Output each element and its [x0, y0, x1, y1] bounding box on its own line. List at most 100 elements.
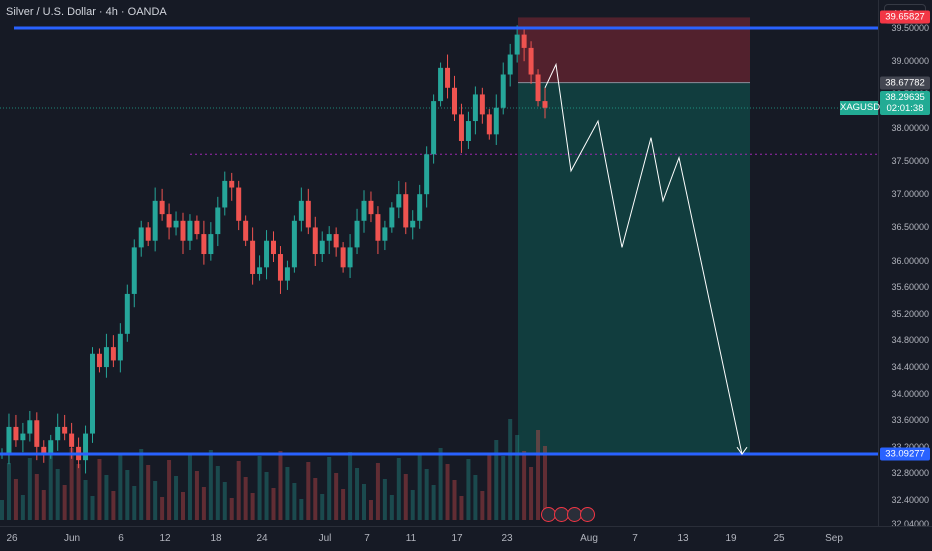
event-icon[interactable] [580, 507, 595, 522]
volume-bar [181, 492, 185, 520]
volume-bar [410, 490, 415, 520]
candle-body [396, 194, 402, 208]
volume-bar [438, 448, 443, 520]
candle-body [152, 200, 158, 241]
volume-bar [34, 474, 39, 520]
candle-body [41, 446, 47, 454]
candle-body [445, 67, 451, 88]
candle-body [535, 74, 541, 102]
candle-body [507, 54, 513, 75]
current-price-value: 38.29635 [885, 92, 925, 104]
candle-body [375, 214, 381, 241]
price-tick-label: 32.04000 [891, 519, 929, 529]
price-tick-label: 39.50000 [891, 22, 929, 33]
candle-body [208, 234, 214, 255]
volume-bar [522, 451, 527, 520]
candle-body [145, 227, 151, 241]
candle-body [417, 194, 423, 221]
candle-body [90, 353, 95, 434]
volume-bar [243, 477, 248, 520]
candle-body [271, 240, 276, 255]
volume-bar [348, 452, 353, 520]
candle-body [20, 433, 26, 441]
time-tick-label: 23 [501, 533, 513, 544]
chart-area[interactable]: Silver / U.S. Dollar · 4h · OANDA [0, 0, 878, 526]
price-tick-label: 35.60000 [891, 282, 929, 293]
candle-body [55, 426, 61, 441]
candle-body [250, 240, 256, 274]
time-axis[interactable]: 26 Jun 6 12 18 24 Jul 7 11 17 23 Aug 7 13 19 25 Sep [0, 526, 932, 551]
volume-bar [278, 451, 283, 520]
candle-body [354, 220, 360, 248]
volume-bar [445, 464, 450, 520]
candle-body [319, 240, 325, 255]
volume-bar [125, 470, 130, 520]
candle-body [514, 34, 520, 55]
candle-body [166, 214, 172, 228]
volume-bar [236, 461, 241, 520]
candle-body [138, 227, 144, 248]
volume-bar [515, 435, 520, 520]
volume-bar [466, 459, 471, 520]
volume-bar [6, 463, 11, 520]
candle-body [479, 94, 485, 115]
volume-bar [90, 496, 95, 520]
candle-body [458, 114, 464, 141]
volume-bar [132, 486, 137, 520]
candle-body [264, 240, 270, 268]
volume-bar [362, 484, 366, 520]
price-tick-label: 35.20000 [891, 308, 929, 319]
volume-bar [264, 472, 269, 520]
volume-bar [487, 454, 492, 520]
volume-bar [494, 440, 499, 520]
volume-bar [424, 469, 429, 520]
price-tick-label: 36.50000 [891, 222, 929, 233]
candle-body [403, 194, 409, 228]
volume-bar [341, 489, 346, 520]
volume-bar [104, 475, 109, 520]
price-chart[interactable] [0, 0, 878, 526]
time-tick-label: 26 [6, 533, 18, 544]
volume-bar [292, 483, 297, 520]
economic-events[interactable] [541, 507, 595, 522]
time-tick-label: 17 [451, 533, 463, 544]
candle-body [201, 234, 207, 255]
volume-bar [334, 473, 339, 520]
candle-body [257, 267, 263, 274]
volume-bar [375, 463, 380, 520]
current-price-tag: 38.29635 02:01:38 [880, 91, 930, 116]
candle-body [389, 207, 395, 228]
volume-bar [431, 485, 436, 520]
time-tick-label: Jul [318, 533, 332, 544]
candle-body [291, 220, 297, 268]
candle-body [34, 420, 40, 447]
candle-body [284, 267, 290, 281]
volume-bar [355, 468, 360, 520]
volume-bar [543, 446, 547, 520]
candle-body [382, 227, 388, 241]
candle-body [13, 426, 19, 441]
volume-bar [389, 495, 394, 520]
volume-bar [250, 493, 255, 520]
time-tick-label: 19 [725, 533, 737, 544]
time-tick-label: 25 [773, 533, 785, 544]
volume-bar [83, 480, 88, 520]
price-tick-label: 36.00000 [891, 255, 929, 266]
candle-body [62, 426, 68, 434]
volume-bar [529, 467, 534, 520]
volume-bar [167, 460, 172, 520]
candle-body [305, 200, 311, 228]
volume-bar [174, 476, 179, 520]
stop-loss-price-tag: 39.65827 [880, 10, 930, 24]
volume-bar [327, 457, 332, 520]
time-tick-label: 12 [159, 533, 171, 544]
volume-bar [459, 496, 464, 520]
time-tick-label: 7 [632, 533, 638, 544]
candle-body [103, 347, 109, 368]
volume-bar [299, 499, 304, 520]
target-price-tag: 33.09277 [880, 447, 930, 461]
price-tick-label: 33.60000 [891, 415, 929, 426]
price-tick-label: 37.00000 [891, 189, 929, 200]
volume-bar [41, 490, 46, 520]
time-tick-label: 13 [677, 533, 689, 544]
